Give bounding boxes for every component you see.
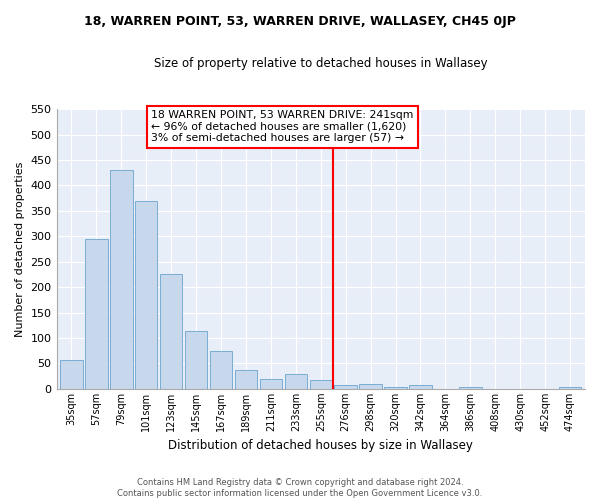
Bar xyxy=(60,360,83,389)
Bar xyxy=(409,385,431,389)
Bar xyxy=(284,374,307,389)
Title: Size of property relative to detached houses in Wallasey: Size of property relative to detached ho… xyxy=(154,58,488,70)
Text: 18, WARREN POINT, 53, WARREN DRIVE, WALLASEY, CH45 0JP: 18, WARREN POINT, 53, WARREN DRIVE, WALL… xyxy=(84,15,516,28)
Text: Contains HM Land Registry data © Crown copyright and database right 2024.
Contai: Contains HM Land Registry data © Crown c… xyxy=(118,478,482,498)
Bar xyxy=(185,332,208,389)
Bar xyxy=(110,170,133,389)
X-axis label: Distribution of detached houses by size in Wallasey: Distribution of detached houses by size … xyxy=(169,440,473,452)
Bar xyxy=(210,350,232,389)
Bar xyxy=(385,388,407,389)
Bar xyxy=(559,388,581,389)
Bar xyxy=(459,388,482,389)
Bar xyxy=(359,384,382,389)
Bar xyxy=(160,274,182,389)
Bar xyxy=(135,200,157,389)
Bar xyxy=(310,380,332,389)
Bar xyxy=(235,370,257,389)
Text: 18 WARREN POINT, 53 WARREN DRIVE: 241sqm
← 96% of detached houses are smaller (1: 18 WARREN POINT, 53 WARREN DRIVE: 241sqm… xyxy=(151,110,413,144)
Bar xyxy=(85,239,107,389)
Bar xyxy=(334,385,357,389)
Y-axis label: Number of detached properties: Number of detached properties xyxy=(15,162,25,336)
Bar xyxy=(260,378,282,389)
